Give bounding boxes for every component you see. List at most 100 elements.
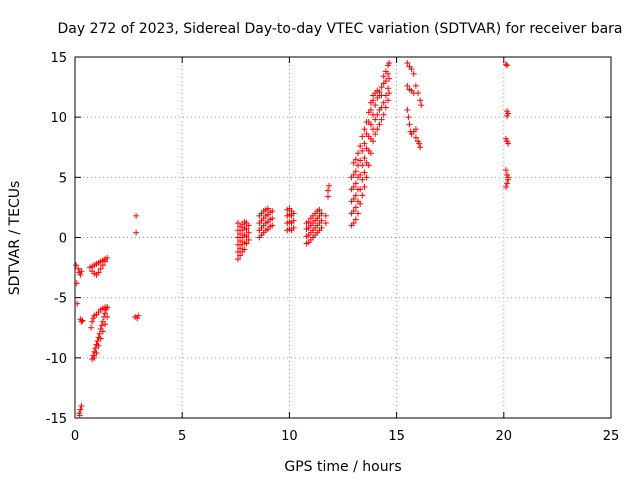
data-point: [94, 337, 101, 344]
data-point: [269, 222, 276, 229]
data-point: [385, 97, 392, 104]
x-tick-label: 20: [496, 429, 513, 444]
data-point: [505, 140, 512, 147]
data-point: [504, 62, 511, 69]
axis-ticks: 0 5 10 15 20 25 -15 -10 -5 0 5 10 15: [46, 51, 620, 444]
x-tick-label: 0: [71, 429, 79, 444]
data-point: [290, 224, 297, 231]
data-point: [324, 187, 331, 194]
data-point: [324, 193, 331, 200]
data-point: [417, 144, 424, 151]
data-point: [322, 212, 329, 219]
data-point: [243, 240, 250, 247]
data-point: [361, 183, 368, 190]
data-point: [372, 131, 379, 138]
data-point: [96, 330, 103, 337]
data-point: [79, 317, 86, 324]
data-point: [408, 66, 415, 73]
data-point: [359, 192, 366, 199]
data-point: [352, 204, 359, 211]
data-point: [385, 85, 392, 92]
data-point: [102, 310, 109, 317]
data-points: [73, 60, 512, 419]
data-point: [75, 265, 82, 272]
data-point: [352, 216, 359, 223]
data-point: [404, 60, 411, 67]
data-point: [73, 280, 80, 287]
data-point: [133, 229, 140, 236]
y-tick-label: 10: [50, 111, 67, 126]
data-point: [357, 171, 364, 178]
data-point: [326, 182, 333, 189]
data-point: [290, 217, 297, 224]
data-point: [104, 313, 111, 320]
data-point: [361, 169, 368, 176]
data-point: [376, 121, 383, 128]
data-point: [245, 222, 252, 229]
data-point: [410, 70, 417, 77]
data-point: [89, 318, 96, 325]
data-point: [415, 90, 422, 97]
data-point: [359, 147, 366, 154]
data-point: [95, 342, 102, 349]
data-point: [350, 208, 357, 215]
data-point: [352, 180, 359, 187]
data-point: [505, 174, 512, 181]
data-point: [416, 140, 423, 147]
data-point: [97, 335, 104, 342]
data-point: [97, 265, 104, 272]
data-point: [374, 111, 381, 118]
data-point: [352, 192, 359, 199]
data-point: [363, 174, 370, 181]
x-tick-label: 25: [603, 429, 620, 444]
data-point: [318, 224, 325, 231]
data-point: [418, 102, 425, 109]
data-point: [352, 156, 359, 163]
data-point: [350, 171, 357, 178]
data-point: [367, 106, 374, 113]
data-point: [234, 256, 241, 263]
y-tick-label: -15: [46, 412, 67, 427]
data-point: [404, 106, 411, 113]
data-point: [99, 262, 106, 269]
data-point: [93, 350, 100, 357]
data-point: [374, 126, 381, 133]
data-point: [234, 220, 241, 227]
data-point: [290, 210, 297, 217]
data-point: [386, 75, 393, 82]
data-point: [102, 321, 109, 328]
data-point: [74, 300, 81, 307]
data-point: [361, 155, 368, 162]
y-tick-label: 0: [59, 232, 67, 247]
data-point: [78, 268, 85, 275]
data-point: [78, 318, 85, 325]
y-axis-label: SDTVAR / TECUs: [7, 181, 23, 296]
data-point: [376, 88, 383, 95]
y-tick-label: -5: [54, 292, 67, 307]
data-point: [380, 111, 387, 118]
data-point: [245, 229, 252, 236]
data-point: [237, 252, 244, 259]
data-point: [372, 102, 379, 109]
data-point: [359, 162, 366, 169]
data-point: [350, 195, 357, 202]
data-point: [357, 186, 364, 193]
data-point: [245, 236, 252, 243]
data-point: [237, 245, 244, 252]
data-point: [386, 60, 393, 67]
data-point: [502, 167, 509, 174]
data-point: [95, 269, 102, 276]
data-point: [318, 210, 325, 217]
data-point: [359, 133, 366, 140]
data-point: [382, 78, 389, 85]
y-tick-label: 5: [59, 171, 67, 186]
data-point: [241, 246, 248, 253]
data-point: [385, 70, 392, 77]
data-point: [350, 159, 357, 166]
data-point: [77, 406, 84, 413]
data-point: [357, 143, 364, 150]
data-point: [77, 271, 84, 278]
data-point: [92, 345, 99, 352]
data-point: [91, 354, 98, 361]
